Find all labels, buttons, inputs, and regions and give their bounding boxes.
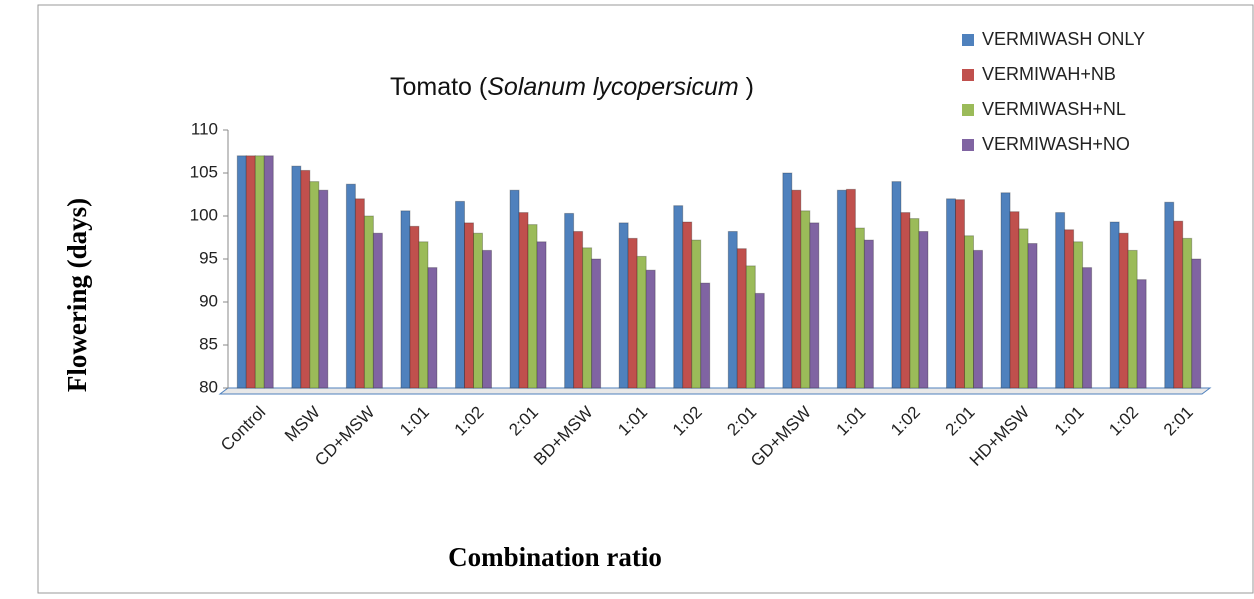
bar	[564, 212, 575, 389]
bar	[291, 165, 302, 389]
bar	[782, 172, 793, 389]
bar	[946, 198, 956, 389]
bar	[691, 239, 702, 389]
y-tick-label: 80	[199, 377, 218, 396]
legend-label: VERMIWASH+NO	[982, 134, 1130, 154]
bar	[372, 232, 383, 389]
bar	[836, 189, 847, 389]
bar	[700, 282, 711, 389]
bar	[1009, 211, 1020, 389]
bar	[427, 267, 438, 389]
bar	[682, 221, 693, 389]
bar	[791, 189, 802, 389]
bar	[854, 227, 865, 389]
bar	[1000, 192, 1011, 389]
bar	[918, 230, 929, 389]
bar	[863, 239, 874, 389]
bar	[618, 222, 629, 389]
bar	[254, 155, 265, 389]
bar	[536, 241, 547, 389]
bar	[727, 230, 738, 389]
bar	[1109, 221, 1120, 389]
bar	[345, 183, 356, 389]
bar	[973, 249, 983, 389]
bar	[627, 237, 638, 389]
y-tick-label: 85	[199, 334, 218, 353]
bar	[582, 247, 593, 389]
title-part: )	[739, 73, 754, 101]
bar	[236, 155, 247, 389]
bar	[1127, 249, 1138, 389]
bar	[964, 235, 974, 389]
bar	[363, 215, 374, 389]
bar	[1073, 241, 1084, 389]
y-tick-label: 110	[191, 119, 218, 138]
y-tick-label: 105	[190, 162, 218, 181]
bar	[455, 200, 465, 389]
bar	[673, 205, 684, 389]
bar	[845, 188, 856, 389]
bar	[955, 199, 965, 389]
bar	[1064, 229, 1075, 389]
bar	[809, 222, 820, 389]
bar	[900, 212, 911, 389]
bar	[1018, 228, 1029, 389]
bar	[245, 155, 256, 389]
y-axis-title: Flowering (days)	[62, 198, 92, 392]
bar	[1191, 258, 1202, 389]
y-tick-label: 90	[199, 291, 218, 310]
bar	[527, 224, 538, 389]
bar	[645, 269, 656, 389]
bar	[636, 255, 647, 389]
bar	[464, 222, 474, 389]
title-part: Tomato (	[390, 73, 488, 101]
bar	[591, 258, 602, 389]
bar	[754, 292, 765, 389]
chart-title: Tomato (Solanum lycopersicum )	[390, 73, 754, 101]
bar	[1182, 237, 1193, 389]
bar	[909, 218, 920, 389]
x-axis-title: Combination ratio	[448, 542, 662, 572]
legend-swatch	[962, 104, 974, 116]
bar	[736, 248, 747, 389]
bar	[573, 230, 584, 389]
floor	[218, 387, 1212, 395]
bar	[263, 155, 274, 389]
legend-swatch	[962, 69, 974, 81]
bar	[1082, 267, 1093, 389]
bar	[1164, 201, 1175, 389]
bar	[1118, 232, 1129, 389]
bar	[409, 225, 420, 389]
title-part: Solanum lycopersicum	[487, 73, 739, 101]
bar	[745, 265, 756, 389]
bar	[300, 169, 311, 389]
bar	[473, 232, 483, 389]
legend-swatch	[962, 139, 974, 151]
bar	[891, 181, 902, 389]
legend-label: VERMIWAH+NB	[982, 64, 1116, 84]
bar	[518, 212, 529, 389]
bar	[400, 210, 411, 389]
bar	[1027, 243, 1038, 389]
bar	[509, 189, 520, 389]
y-tick-label: 100	[190, 205, 218, 224]
bar	[482, 249, 492, 389]
bar	[800, 210, 811, 389]
bar	[318, 189, 329, 389]
bar	[418, 241, 429, 389]
bar	[1055, 212, 1066, 389]
legend-swatch	[962, 34, 974, 46]
bar	[1173, 220, 1184, 389]
bar	[354, 198, 365, 389]
y-tick-label: 95	[199, 248, 218, 267]
legend-label: VERMIWASH ONLY	[982, 29, 1145, 49]
bar	[309, 181, 320, 389]
legend-label: VERMIWASH+NL	[982, 99, 1126, 119]
bar	[1136, 279, 1147, 389]
